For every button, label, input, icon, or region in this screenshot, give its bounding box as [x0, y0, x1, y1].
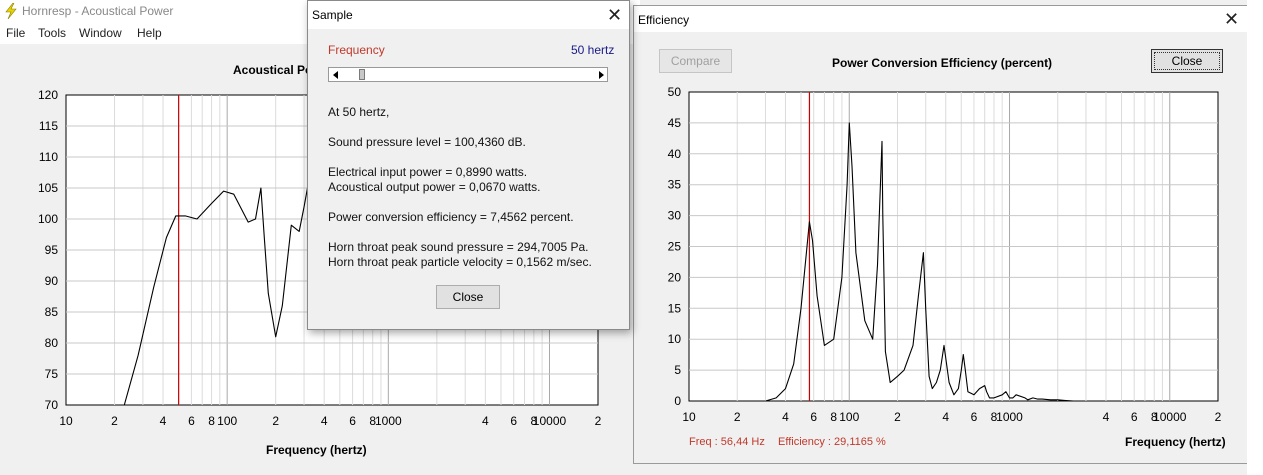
efficiency-window: Efficiency ✕ Compare Power Conversion Ef…: [633, 5, 1249, 464]
efficiency-x-tick-label: 10000: [1153, 410, 1187, 424]
efficiency-x-tick-label: 2: [894, 410, 901, 424]
acoustical-x-tick-label: 8: [208, 414, 215, 428]
menu-file[interactable]: File: [6, 26, 26, 40]
hornresp-logo-icon: [5, 3, 17, 19]
acoustical-x-tick-label: 10: [59, 414, 73, 428]
sample-line-efficiency: Power conversion efficiency = 7,4562 per…: [328, 210, 574, 224]
efficiency-x-tick-label: 4: [782, 410, 789, 424]
efficiency-x-tick-label: 1000: [996, 410, 1023, 424]
slider-right-arrow-icon[interactable]: [597, 70, 606, 80]
efficiency-series-line: [765, 122, 1074, 402]
efficiency-x-tick-label: 4: [942, 410, 949, 424]
acoustical-y-tick-label: 70: [45, 398, 59, 412]
acoustical-x-tick-label: 8: [369, 414, 376, 428]
efficiency-client: Compare Power Conversion Efficiency (per…: [634, 32, 1248, 463]
sample-titlebar[interactable]: Sample ✕: [308, 1, 629, 29]
acoustical-y-tick-label: 75: [45, 367, 59, 381]
acoustical-y-tick-label: 110: [39, 150, 58, 164]
sample-line-spl: Sound pressure level = 100,4360 dB.: [328, 135, 526, 149]
acoustical-x-tick-label: 2: [595, 414, 602, 428]
acoustical-series-line: [123, 181, 310, 406]
efficiency-y-tick-label: 30: [668, 209, 682, 223]
sample-line-throat-velocity: Horn throat peak particle velocity = 0,1…: [328, 255, 592, 269]
sample-line-throat-pressure: Horn throat peak sound pressure = 294,70…: [328, 240, 589, 254]
acoustical-x-tick-label: 100: [217, 414, 237, 428]
efficiency-y-tick-label: 10: [668, 332, 682, 346]
efficiency-x-tick-label: 2: [734, 410, 741, 424]
frequency-value: 50 hertz: [571, 43, 615, 57]
acoustical-x-axis-label: Frequency (hertz): [266, 443, 367, 457]
acoustical-x-tick-label: 1000: [375, 414, 402, 428]
efficiency-chart-title: Power Conversion Efficiency (percent): [832, 56, 1053, 70]
slider-left-arrow-icon[interactable]: [331, 70, 340, 80]
compare-button[interactable]: Compare: [659, 49, 732, 73]
efficiency-x-tick-label: 6: [810, 410, 817, 424]
acoustical-x-tick-label: 6: [188, 414, 195, 428]
acoustical-y-tick-label: 115: [39, 119, 58, 133]
frequency-slider[interactable]: [328, 67, 608, 82]
efficiency-y-tick-label: 35: [668, 178, 682, 192]
sample-line-input-power: Electrical input power = 0,8990 watts.: [328, 165, 528, 179]
sample-close-icon[interactable]: ✕: [607, 5, 623, 25]
efficiency-x-tick-label: 8: [830, 410, 837, 424]
efficiency-x-tick-label: 8: [1151, 410, 1158, 424]
acoustical-y-tick-label: 85: [45, 305, 59, 319]
acoustical-x-tick-label: 6: [349, 414, 356, 428]
efficiency-x-tick-label: 10: [682, 410, 696, 424]
efficiency-y-tick-label: 15: [668, 301, 682, 315]
acoustical-y-tick-label: 90: [45, 274, 59, 288]
acoustical-x-tick-label: 4: [160, 414, 167, 428]
acoustical-chart-title: Acoustical Po: [233, 63, 313, 77]
acoustical-x-tick-label: 8: [531, 414, 538, 428]
sample-dialog: Sample ✕ Frequency 50 hertz At 50 hertz,…: [307, 0, 630, 330]
sample-close-button[interactable]: Close: [436, 285, 500, 309]
menu-window[interactable]: Window: [79, 26, 122, 40]
menu-tools[interactable]: Tools: [38, 26, 67, 40]
efficiency-y-tick-label: 0: [674, 394, 681, 408]
efficiency-x-tick-label: 2: [1215, 410, 1222, 424]
efficiency-x-tick-label: 6: [971, 410, 978, 424]
efficiency-x-tick-label: 4: [1103, 410, 1110, 424]
efficiency-y-tick-label: 5: [674, 363, 681, 377]
acoustical-y-tick-label: 95: [45, 243, 59, 257]
efficiency-x-axis-label: Frequency (hertz): [1125, 435, 1226, 449]
sample-line-output-power: Acoustical output power = 0,0670 watts.: [328, 180, 541, 194]
efficiency-y-tick-label: 45: [668, 116, 682, 130]
main-window-title: Hornresp - Acoustical Power: [22, 4, 174, 18]
sample-line-frequency: At 50 hertz,: [328, 105, 390, 119]
menu-help[interactable]: Help: [137, 26, 162, 40]
frequency-label: Frequency: [328, 43, 385, 57]
acoustical-y-tick-label: 105: [38, 181, 58, 195]
frequency-readout: Freq : 56,44 Hz: [689, 436, 765, 448]
acoustical-x-tick-label: 10000: [533, 414, 567, 428]
efficiency-readout: Efficiency : 29,1165 %: [778, 436, 886, 448]
efficiency-x-tick-label: 100: [839, 410, 859, 424]
acoustical-x-tick-label: 2: [111, 414, 118, 428]
acoustical-y-tick-label: 80: [45, 336, 59, 350]
slider-thumb[interactable]: [359, 69, 365, 80]
efficiency-close-button[interactable]: Close: [1151, 49, 1223, 73]
acoustical-x-tick-label: 4: [321, 414, 328, 428]
efficiency-y-tick-label: 40: [668, 147, 682, 161]
acoustical-x-tick-label: 6: [510, 414, 517, 428]
efficiency-x-tick-label: 8: [991, 410, 998, 424]
efficiency-titlebar[interactable]: Efficiency ✕: [634, 6, 1248, 32]
acoustical-y-tick-label: 100: [38, 212, 58, 226]
acoustical-y-tick-label: 120: [38, 88, 58, 102]
efficiency-x-tick-label: 6: [1131, 410, 1138, 424]
efficiency-y-tick-label: 20: [668, 270, 682, 284]
efficiency-close-icon[interactable]: ✕: [1224, 9, 1240, 29]
efficiency-y-tick-label: 25: [668, 240, 682, 254]
efficiency-window-title: Efficiency: [638, 13, 690, 27]
acoustical-x-tick-label: 4: [482, 414, 489, 428]
desktop-edge: [1247, 0, 1263, 475]
efficiency-y-tick-label: 50: [668, 85, 682, 99]
sample-dialog-title: Sample: [312, 8, 353, 22]
acoustical-x-tick-label: 2: [272, 414, 279, 428]
